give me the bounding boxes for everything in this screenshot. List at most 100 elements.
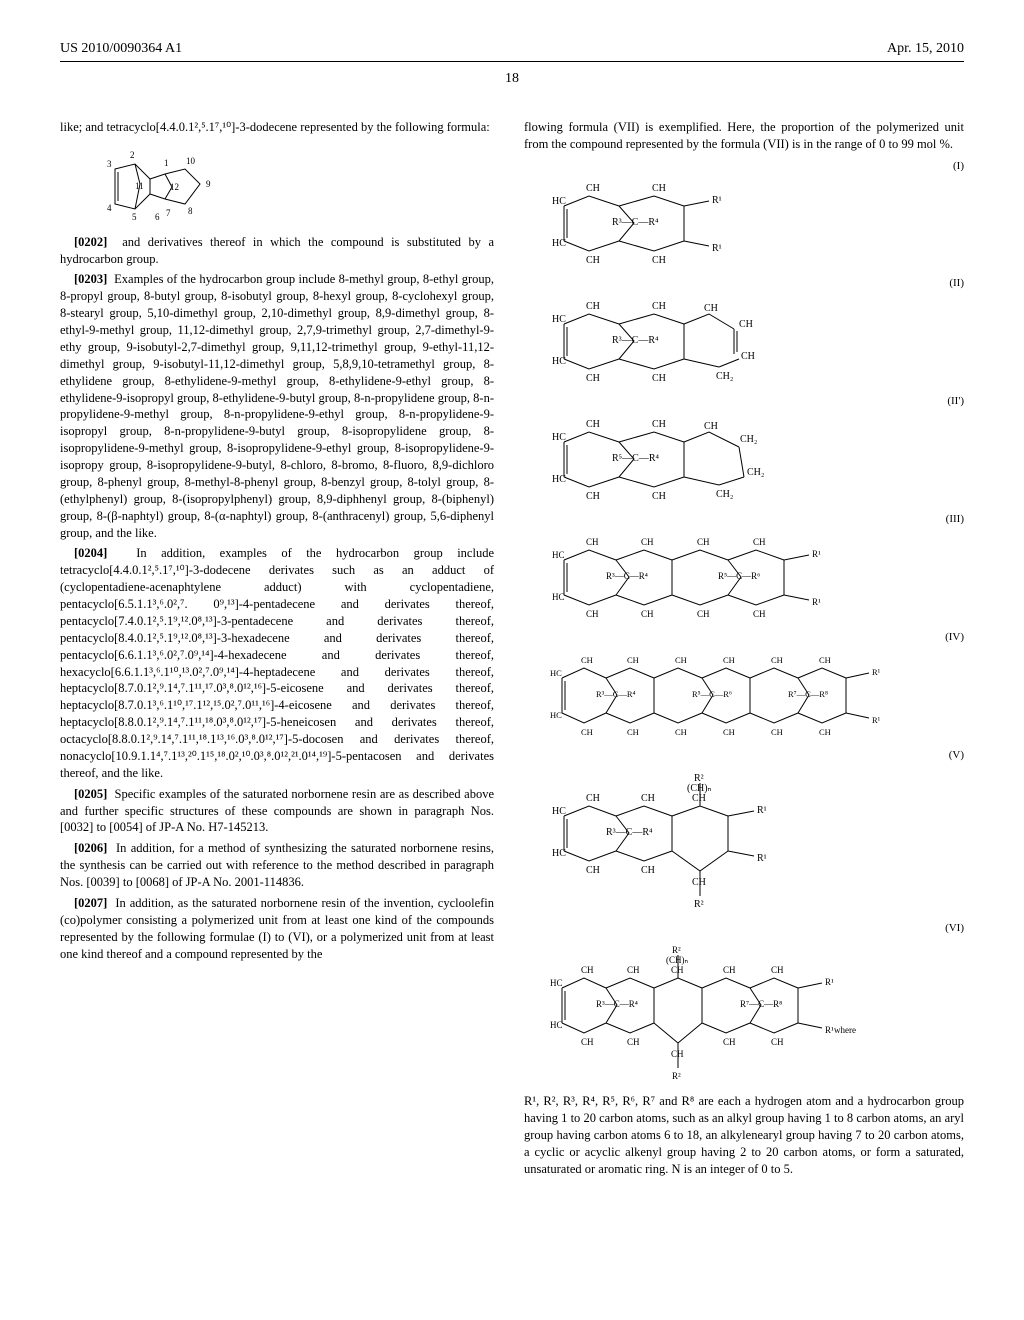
svg-text:CH: CH [771, 727, 783, 737]
chem-structure-dodecene: 23 45 67 89 101 1112 [80, 144, 494, 224]
svg-text:CH: CH [697, 537, 710, 547]
svg-text:R⁵—C—R⁶: R⁵—C—R⁶ [692, 689, 732, 699]
svg-text:R¹: R¹ [812, 549, 821, 559]
para-0204: [0204] In addition, examples of the hydr… [60, 545, 494, 781]
svg-text:3: 3 [107, 159, 112, 169]
right-column: flowing formula (VII) is exemplified. He… [524, 119, 964, 1182]
svg-text:R³—C—R⁴: R³—C—R⁴ [606, 571, 648, 581]
para-0206-text: In addition, for a method of synthesizin… [60, 841, 494, 889]
svg-text:CH: CH [771, 1037, 784, 1047]
svg-text:R¹: R¹ [872, 715, 881, 725]
svg-text:CH: CH [641, 865, 655, 876]
svg-text:CH₂: CH₂ [716, 371, 733, 382]
svg-text:CH: CH [652, 491, 666, 502]
chem-structure-IV: HCHC CHCH R³—C—R⁴ CHCH CHCH R⁵—C—R⁶ CHCH… [544, 653, 964, 738]
svg-text:HC: HC [552, 238, 566, 249]
svg-text:2: 2 [130, 150, 135, 160]
chem-structure-VI: HCHC CHCH R³—C—R⁴ CHCH CHCH (CH)ₙ R²R² C… [544, 943, 964, 1083]
page-header: US 2010/0090364 A1 Apr. 15, 2010 [60, 40, 964, 62]
svg-text:HC: HC [550, 978, 563, 988]
svg-text:CH: CH [704, 303, 718, 314]
chem-structure-III: HCHC CHCH R³—C—R⁴ CHCH CHCH R⁵—C—R⁶ CHCH… [544, 535, 964, 620]
svg-text:CH: CH [652, 373, 666, 384]
svg-text:R³—C—R⁴: R³—C—R⁴ [606, 827, 653, 838]
svg-text:CH: CH [586, 255, 600, 266]
svg-text:CH: CH [581, 965, 594, 975]
chem-structure-I: HCHC CHCH R³—C—R⁴ CHCH R¹R¹ [544, 181, 964, 266]
svg-text:R³—C—R⁴: R³—C—R⁴ [612, 217, 659, 228]
svg-text:CH: CH [697, 609, 710, 619]
svg-text:R¹: R¹ [712, 243, 722, 254]
svg-text:R⁷—C—R⁸: R⁷—C—R⁸ [740, 999, 782, 1009]
svg-text:CH: CH [586, 793, 600, 804]
svg-text:CH: CH [581, 727, 593, 737]
svg-text:HC: HC [550, 668, 562, 678]
svg-text:CH: CH [753, 609, 766, 619]
svg-text:CH: CH [586, 301, 600, 312]
para-0202-text: and derivatives thereof in which the com… [60, 235, 494, 266]
formula-label-VI: (VI) [524, 921, 964, 936]
pub-number: US 2010/0090364 A1 [60, 40, 182, 59]
left-column: like; and tetracyclo[4.4.0.1²,⁵.1⁷,¹⁰]-3… [60, 119, 494, 1182]
svg-text:HC: HC [550, 710, 562, 720]
svg-text:CH: CH [692, 877, 706, 888]
svg-text:R¹: R¹ [757, 805, 767, 816]
svg-text:HC: HC [552, 806, 566, 817]
chem-structure-IIp: HCHC CHCH R⁵—C—R⁴ CHCH CHCH₂ CH₂CH₂ [544, 417, 964, 502]
svg-text:R²: R² [694, 899, 704, 910]
lead-text-left: like; and tetracyclo[4.4.0.1²,⁵.1⁷,¹⁰]-3… [60, 119, 494, 136]
para-0205-text: Specific examples of the saturated norbo… [60, 787, 494, 835]
svg-text:R²: R² [672, 945, 681, 955]
para-0205: [0205] Specific examples of the saturate… [60, 786, 494, 837]
pub-date: Apr. 15, 2010 [887, 40, 964, 59]
svg-text:CH: CH [627, 965, 640, 975]
svg-text:CH: CH [771, 965, 784, 975]
svg-text:HC: HC [552, 356, 566, 367]
svg-text:R⁵—C—R⁶: R⁵—C—R⁶ [718, 571, 760, 581]
svg-text:CH: CH [704, 421, 718, 432]
svg-text:CH: CH [671, 1049, 684, 1059]
formula-label-IV: (IV) [524, 630, 964, 645]
para-0206: [0206] In addition, for a method of synt… [60, 840, 494, 891]
svg-text:7: 7 [166, 208, 171, 218]
svg-text:5: 5 [132, 212, 137, 222]
formula-label-II: (II) [524, 276, 964, 291]
svg-text:CH: CH [741, 351, 755, 362]
page-number: 18 [60, 70, 964, 89]
svg-text:HC: HC [552, 550, 565, 560]
svg-text:CH: CH [771, 655, 783, 665]
svg-text:CH: CH [641, 609, 654, 619]
svg-text:HC: HC [550, 1020, 563, 1030]
two-column-layout: like; and tetracyclo[4.4.0.1²,⁵.1⁷,¹⁰]-3… [60, 119, 964, 1182]
svg-text:R⁷—C—R⁸: R⁷—C—R⁸ [788, 689, 828, 699]
svg-text:CH: CH [586, 373, 600, 384]
svg-text:HC: HC [552, 592, 565, 602]
svg-text:12: 12 [170, 182, 179, 192]
svg-text:HC: HC [552, 314, 566, 325]
svg-text:HC: HC [552, 474, 566, 485]
svg-text:CH₂: CH₂ [740, 434, 757, 445]
svg-text:R¹: R¹ [757, 853, 767, 864]
para-0203: [0203] Examples of the hydrocarbon group… [60, 271, 494, 541]
formula-label-IIp: (II') [524, 394, 964, 409]
svg-text:R¹: R¹ [812, 597, 821, 607]
svg-text:CH: CH [641, 793, 655, 804]
svg-text:CH: CH [586, 183, 600, 194]
svg-text:CH: CH [581, 655, 593, 665]
svg-text:CH₂: CH₂ [716, 489, 733, 500]
svg-text:CH₂: CH₂ [747, 467, 764, 478]
svg-text:R⁵—C—R⁴: R⁵—C—R⁴ [612, 453, 659, 464]
svg-text:CH: CH [652, 301, 666, 312]
svg-text:11: 11 [135, 181, 144, 191]
svg-text:R¹: R¹ [712, 195, 722, 206]
svg-text:CH: CH [652, 183, 666, 194]
svg-text:CH: CH [723, 1037, 736, 1047]
chem-structure-II: HCHC CHCH R³—C—R⁴ CHCH CHCH CHCH₂ [544, 299, 964, 384]
svg-text:CH: CH [652, 419, 666, 430]
svg-text:8: 8 [188, 206, 193, 216]
svg-text:CH: CH [819, 655, 831, 665]
lead-text-right: flowing formula (VII) is exemplified. He… [524, 119, 964, 153]
svg-text:CH: CH [675, 727, 687, 737]
svg-text:CH: CH [723, 965, 736, 975]
svg-text:CH: CH [581, 1037, 594, 1047]
